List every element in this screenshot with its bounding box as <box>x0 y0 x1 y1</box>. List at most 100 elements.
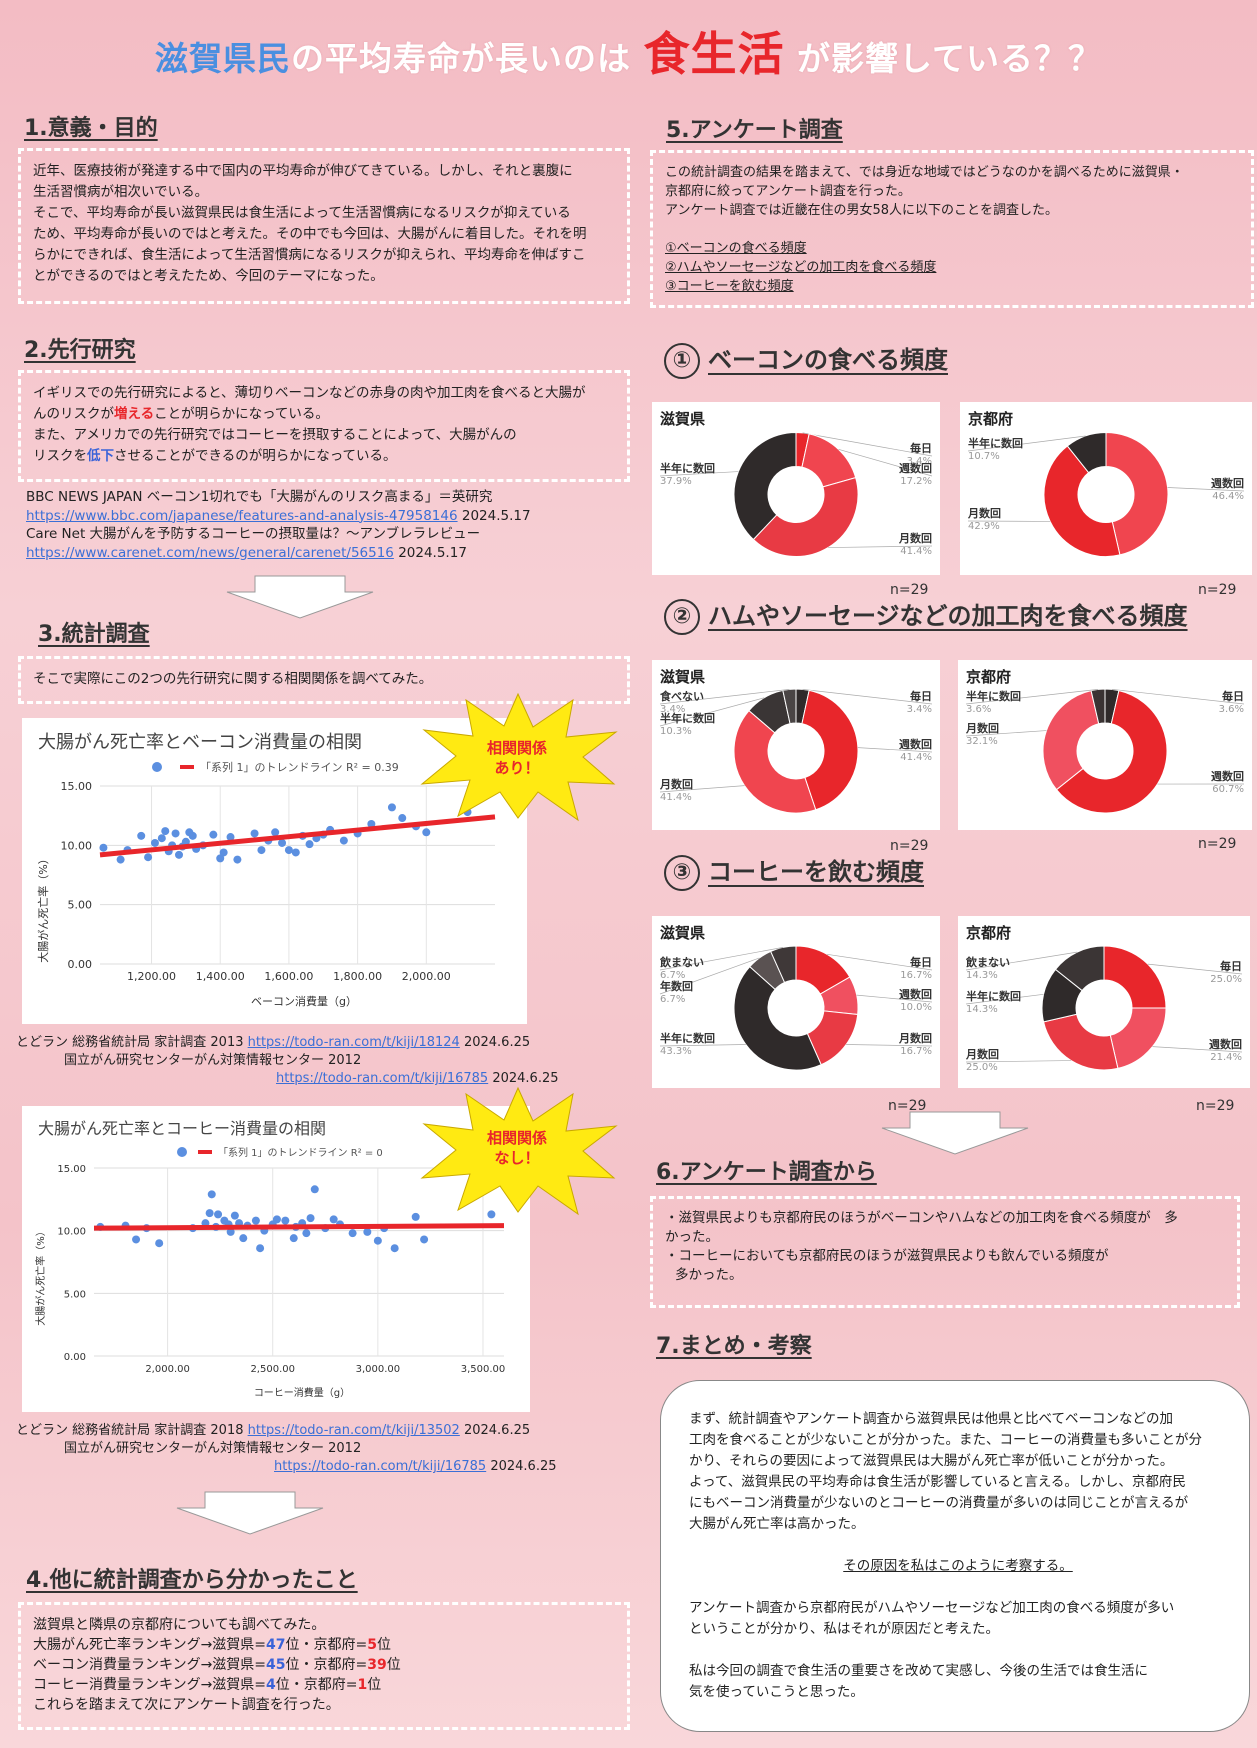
pie-coffee-kyoto: 京都府 毎日 25.0% 週数回 21.4% 月数回 25.0% 半年に数回 14.3% 飲まない… <box>958 916 1250 1088</box>
ref1-date: 2024.5.17 <box>457 507 531 524</box>
slice-percent: 6.7% <box>660 994 686 1005</box>
slice-label: 週数回 <box>1209 1038 1242 1051</box>
slice-percent: 42.9% <box>968 521 1000 532</box>
s2-line: イギリスでの先行研究によると、薄切りベーコンなどの赤身の肉や加工肉を食べると大腸… <box>33 385 586 401</box>
donut-svg <box>659 431 933 557</box>
data-point <box>209 830 218 839</box>
src2-link2[interactable]: https://todo-ran.com/t/kiji/16785 <box>274 1459 487 1474</box>
slice-label: 月数回 <box>899 1032 932 1045</box>
data-point <box>144 853 153 862</box>
donut-slice <box>733 965 822 1071</box>
leader-line <box>659 1044 746 1047</box>
ref1-link[interactable]: https://www.bbc.com/japanese/features-an… <box>26 507 458 524</box>
data-point <box>289 1234 298 1243</box>
slice-percent: 41.4% <box>900 752 932 763</box>
section2-box: イギリスでの先行研究によると、薄切りベーコンなどの赤身の肉や加工肉を食べると大腸… <box>18 370 630 482</box>
leader-line <box>828 545 933 548</box>
donut-svg <box>965 945 1243 1071</box>
bacon-scatter-svg: 大腸がん死亡率とベーコン消費量の相関 「系列 1」のトレンドライン R² = 0… <box>36 732 496 1008</box>
slice-label: 週数回 <box>899 462 932 475</box>
slice-label: 月数回 <box>899 532 932 545</box>
data-point <box>188 831 197 840</box>
data-point <box>226 1227 235 1236</box>
sample-size: n=29 <box>890 582 929 598</box>
slice-label: 毎日 <box>910 442 932 455</box>
x-tick-label: 1,600.00 <box>264 970 313 983</box>
slice-percent: 41.4% <box>900 546 932 557</box>
slice-label: 月数回 <box>660 778 693 791</box>
section1-heading: 1.意義・目的 <box>24 116 158 141</box>
slice-label: 月数回 <box>966 1048 999 1061</box>
burst1-line2: あり！ <box>494 759 540 777</box>
src2-text: とどラン 総務省統計局 家計調査 2018 <box>16 1423 248 1438</box>
chart-title: 大腸がん死亡率とコーヒー消費量の相関 <box>38 1119 326 1138</box>
src1-link2[interactable]: https://todo-ran.com/t/kiji/16785 <box>276 1071 489 1086</box>
s1-line: 近年、医療技術が発達する中で国内の平均寿命が伸びてきている。しかし、それと裏腹に <box>33 163 573 179</box>
q3-title-text: コーヒーを飲む頻度 <box>708 858 924 886</box>
s6-line: ・滋賀県民よりも京都府民のほうがベーコンやハムなどの加工肉を食べる頻度が 多 <box>665 1210 1178 1226</box>
donut-slice <box>733 709 817 814</box>
legend-marker <box>152 762 162 772</box>
data-point <box>239 1234 248 1243</box>
leader-line <box>846 1044 933 1047</box>
slice-label: 週数回 <box>1211 477 1244 490</box>
y-tick-label: 15.00 <box>57 1164 86 1175</box>
rank-suffix: 位 <box>386 1657 401 1673</box>
ref2-link[interactable]: https://www.carenet.com/news/general/car… <box>26 544 394 561</box>
donut-slice <box>1103 945 1167 1009</box>
y-tick-label: 5.00 <box>68 899 93 912</box>
x-tick-label: 3,500.00 <box>461 1364 506 1375</box>
burst2-line1: 相関関係 <box>486 1129 547 1147</box>
s4-rank-row: ベーコン消費量ランキング→滋賀県=45位・京都府=39位 <box>33 1655 615 1675</box>
rank-shiga: 45 <box>266 1657 286 1673</box>
data-point <box>291 848 300 857</box>
data-point <box>157 834 166 843</box>
legend-marker <box>177 1147 187 1157</box>
slice-label: 週数回 <box>899 738 932 751</box>
data-point <box>329 1215 338 1224</box>
pie-heading: 京都府 <box>966 668 1012 686</box>
legend-label: 「系列 1」のトレンドライン R² = 0 <box>218 1146 383 1159</box>
slice-percent: 3.4% <box>660 704 686 715</box>
slice-percent: 10.0% <box>900 1002 932 1013</box>
data-point <box>137 831 146 840</box>
data-point <box>422 828 431 837</box>
plot-area: 0.00 5.00 10.00 15.00 1,200.00 1,400.00 1,600.… <box>61 780 496 983</box>
s7-line: 気を使っていこうと思った。 <box>689 1684 864 1700</box>
slice-label: 毎日 <box>910 956 932 969</box>
donut-svg <box>965 688 1245 814</box>
src1-date: 2024.6.25 <box>459 1035 531 1050</box>
q2-title: ② ハムやソーセージなどの加工肉を食べる頻度 <box>664 596 1188 635</box>
section4-box: 滋賀県と隣県の京都府についても調べてみた。 大腸がん死亡率ランキング→滋賀県=4… <box>18 1602 630 1730</box>
survey-question: ③コーヒーを飲む頻度 <box>665 279 794 294</box>
section7-heading: 7.まとめ・考察 <box>656 1334 812 1359</box>
leader-line <box>659 471 739 477</box>
leader-line <box>826 953 933 971</box>
chart1-source: とどラン 総務省統計局 家計調査 2013 https://todo-ran.c… <box>16 1034 559 1088</box>
slice-percent: 14.3% <box>966 1004 998 1015</box>
slice-percent: 21.4% <box>1210 1052 1242 1063</box>
s1-line: らかにできれば、食生活によって生活習慣病になるリスクが抑えられ、平均寿命を伸ばす… <box>33 247 586 263</box>
s7-line: よって、滋賀県民の平均寿命は食生活が影響していると言える。しかし、京都府民 <box>689 1474 1186 1490</box>
x-tick-label: 1,800.00 <box>333 970 382 983</box>
legend-trend-swatch <box>180 765 194 769</box>
data-point <box>272 1215 281 1224</box>
slice-label: 半年に数回 <box>660 1032 715 1045</box>
leader-line <box>965 993 1044 1005</box>
donut-slice <box>1109 1007 1167 1070</box>
s7-line: 私は今回の調査で食生活の重要さを改めて実感し、今後の生活では食生活に <box>689 1663 1148 1679</box>
src2-date: 2024.6.25 <box>459 1423 531 1438</box>
section4-heading: 4.他に統計調査から分かったこと <box>26 1568 358 1593</box>
correlation-yes-label: 相関関係 あり！ <box>462 738 572 778</box>
rank-label: コーヒー消費量ランキング→滋賀県= <box>33 1677 267 1693</box>
legend-label: 「系列 1」のトレンドライン R² = 0.39 <box>200 760 399 774</box>
slice-percent: 16.7% <box>900 970 932 981</box>
donut-slice <box>1042 1013 1119 1071</box>
src2-link[interactable]: https://todo-ran.com/t/kiji/13502 <box>247 1423 460 1438</box>
src1-link[interactable]: https://todo-ran.com/t/kiji/18124 <box>247 1035 460 1050</box>
slice-percent: 10.3% <box>660 726 692 737</box>
section6-heading: 6.アンケート調査から <box>656 1160 877 1185</box>
pie-heading: 滋賀県 <box>660 410 706 428</box>
slice-percent: 6.7% <box>660 970 686 981</box>
data-point <box>411 1212 420 1221</box>
